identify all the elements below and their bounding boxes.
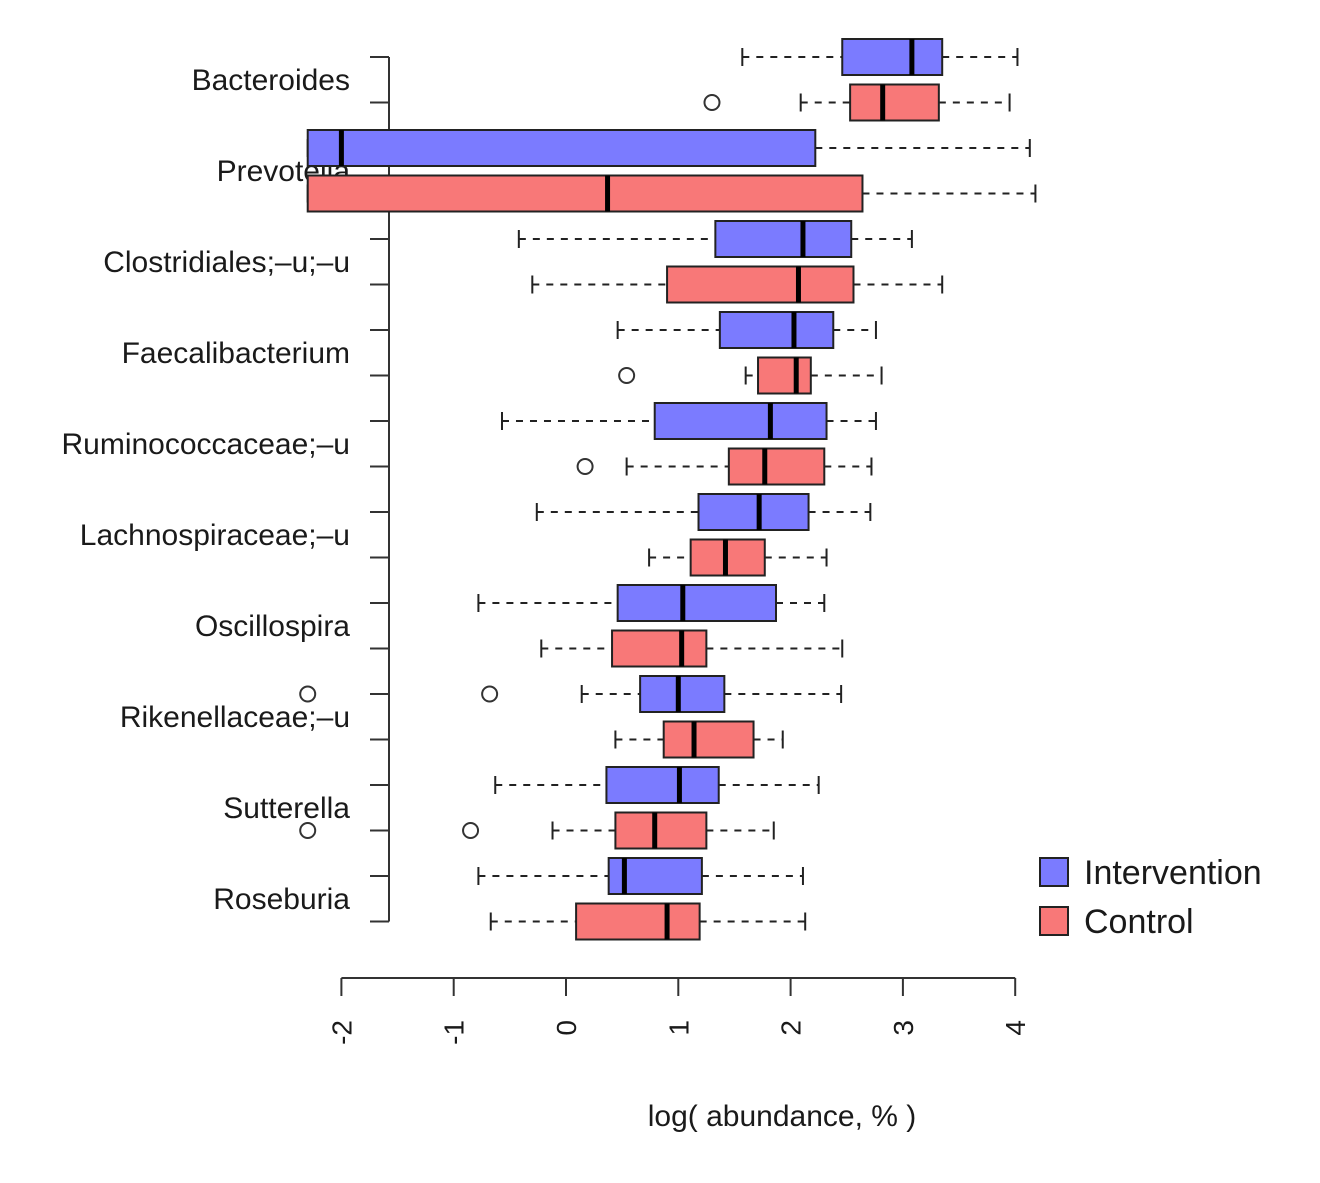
category-label: Lachnospiraceae;–u — [80, 519, 350, 552]
outlier-point — [576, 458, 594, 475]
category-label: Ruminococcaceae;–u — [61, 428, 350, 461]
x-tick-label: -1 — [439, 1020, 470, 1045]
iqr-box — [614, 811, 708, 850]
box-intervention-6 — [477, 584, 826, 622]
category-label: Faecalibacterium — [122, 337, 350, 370]
box-control-2 — [531, 265, 944, 304]
box-intervention-1 — [306, 129, 1031, 167]
legend-label-intervention: Intervention — [1084, 854, 1262, 892]
box-intervention-9 — [477, 857, 804, 895]
legend-swatch-intervention — [1039, 857, 1069, 887]
x-tick-label: -2 — [326, 1020, 357, 1045]
iqr-box — [662, 720, 755, 759]
outlier-point — [462, 822, 480, 839]
box-intervention-5 — [535, 493, 872, 531]
box-control-1 — [306, 174, 1037, 213]
category-label: Roseburia — [213, 883, 350, 916]
outlier-point — [481, 685, 499, 703]
iqr-box — [575, 902, 701, 941]
x-tick-label: 1 — [663, 1020, 694, 1036]
box-intervention-4 — [500, 402, 877, 440]
category-label: Clostridiales;–u;–u — [103, 246, 350, 279]
iqr-box — [616, 584, 778, 622]
iqr-box — [841, 38, 944, 76]
box-control-4 — [576, 447, 873, 486]
x-tick-label: 2 — [776, 1020, 807, 1036]
legend: Intervention Control — [1039, 854, 1262, 941]
box-intervention-0 — [741, 38, 1019, 76]
box-intervention-3 — [616, 311, 877, 349]
iqr-box — [849, 83, 940, 122]
box-control-3 — [618, 356, 883, 395]
category-label: Oscillospira — [195, 610, 350, 643]
outlier-point — [618, 367, 636, 384]
iqr-box — [306, 129, 817, 167]
iqr-box — [611, 629, 708, 668]
iqr-box — [653, 402, 828, 440]
iqr-box — [718, 311, 835, 349]
legend-label-control: Control — [1084, 903, 1194, 941]
y-axis: BacteroidesPrevotellaClostridiales;–u;–u… — [61, 56, 390, 923]
box-control-7 — [614, 720, 784, 759]
outlier-point — [299, 822, 317, 839]
box-control-9 — [489, 902, 807, 941]
outlier-point — [299, 685, 317, 703]
iqr-box — [639, 675, 726, 713]
category-label: Rikenellaceae;–u — [120, 701, 350, 734]
box-control-8 — [299, 811, 775, 850]
iqr-box — [605, 766, 720, 804]
box-intervention-7 — [299, 675, 843, 713]
iqr-box — [714, 220, 853, 258]
iqr-box — [666, 265, 855, 304]
x-tick-label: 0 — [551, 1020, 582, 1036]
box-intervention-8 — [494, 766, 820, 804]
iqr-box — [757, 356, 812, 395]
outlier-point — [703, 94, 721, 111]
iqr-box — [697, 493, 810, 531]
x-axis: -2 -1 0 1 2 3 4 — [326, 977, 1031, 1045]
iqr-box — [727, 447, 826, 486]
plot-area — [299, 38, 1037, 941]
box-intervention-2 — [517, 220, 913, 258]
box-control-0 — [703, 83, 1011, 122]
category-label: Bacteroides — [192, 64, 350, 97]
legend-swatch-control — [1039, 906, 1069, 936]
box-control-6 — [540, 629, 844, 668]
category-label: Sutterella — [223, 792, 350, 825]
box-control-5 — [648, 538, 828, 577]
x-tick-label: 4 — [1000, 1020, 1031, 1036]
x-tick-label: 3 — [888, 1020, 919, 1036]
x-axis-title: log( abundance, % ) — [648, 1100, 917, 1133]
iqr-box — [306, 174, 864, 213]
